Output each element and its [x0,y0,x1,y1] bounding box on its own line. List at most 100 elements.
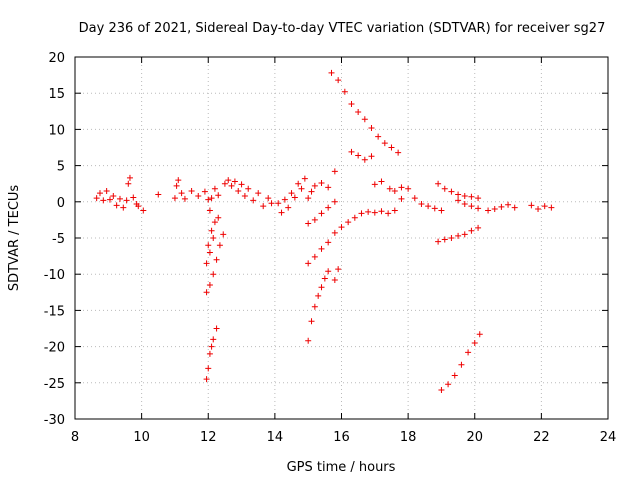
x-tick-label: 12 [200,430,217,445]
data-point [388,144,395,151]
y-tick-label: 5 [57,160,65,175]
y-tick-label: -25 [44,377,65,392]
data-point [206,282,213,289]
data-point [295,180,302,187]
data-point [178,190,185,197]
data-point [345,219,352,226]
data-point [378,208,385,215]
data-point [448,235,455,241]
data-point [275,200,282,207]
data-point [288,190,295,197]
data-point [205,365,212,372]
data-point [398,195,405,202]
data-point [210,235,217,241]
y-tick-label: 15 [48,87,65,102]
data-point [208,195,215,202]
data-point [325,204,332,211]
data-point [321,275,328,282]
data-point [208,343,215,350]
data-point [355,109,362,116]
data-point [355,152,362,159]
data-point [268,200,275,207]
y-tick-label: -30 [44,413,65,428]
data-point [298,185,305,192]
data-point [331,168,338,175]
data-point [461,231,468,238]
series-arc-f [221,177,275,210]
data-point [318,284,325,291]
data-points [93,69,555,394]
data-point [315,292,322,299]
data-point [171,195,178,202]
series-arc-c [203,214,222,267]
data-point [328,69,335,76]
series-arc-i [348,148,375,163]
data-point [475,224,482,231]
data-point [338,224,345,231]
data-point [318,179,325,186]
series-arc-e [203,325,220,383]
data-point [308,318,315,325]
data-point [461,193,468,200]
data-point [451,372,458,379]
data-point [305,195,312,202]
data-point [120,204,127,211]
data-point [348,148,355,155]
data-point [311,182,318,189]
data-point [308,188,315,195]
chart-title: Day 236 of 2021, Sidereal Day-to-day VTE… [79,21,606,36]
data-point [206,350,213,357]
data-point [468,227,475,234]
x-tick-label: 16 [333,430,350,445]
series-arc-l [305,198,338,227]
y-axis-label: SDTVAR / TECUs [7,185,22,292]
data-point [205,242,212,249]
x-tick-label: 14 [267,430,284,445]
data-point [418,200,425,207]
data-point [318,245,325,252]
data-point [341,88,348,95]
data-point [213,325,220,332]
data-point [325,268,332,275]
data-point [175,177,182,184]
data-point [208,227,215,234]
data-point [365,208,372,215]
series-arc-k [305,266,342,344]
data-point [318,210,325,217]
series-arc-s [438,331,483,394]
data-point [113,202,120,209]
data-point [548,204,555,211]
data-point [458,361,465,368]
data-point [511,204,518,211]
data-point [181,195,188,202]
data-point [245,185,252,192]
x-tick-label: 20 [466,430,483,445]
data-point [371,209,378,216]
data-point [311,216,318,223]
data-point [485,207,492,214]
data-point [461,200,468,207]
data-point [476,331,483,338]
series-arc-u [528,202,555,213]
data-point [505,201,512,208]
data-point [211,185,218,192]
data-point [348,101,355,108]
series-arc-a [93,174,147,214]
axis-ticks: 8 10 12 14 16 18 20 22 24 -30 -25 -20 -15 -10 -5 0 5 10 15… [44,51,617,445]
data-point [201,188,208,195]
data-point [455,197,462,204]
data-point [358,210,365,217]
x-tick-label: 22 [533,430,550,445]
data-point [93,195,100,202]
data-point [231,178,238,185]
y-tick-label: 0 [57,196,65,211]
x-axis-label: GPS time / hours [287,460,396,475]
data-point [325,239,332,246]
data-point [305,220,312,227]
data-point [498,203,505,210]
data-point [301,175,308,182]
data-point [96,190,103,197]
data-point [125,180,132,187]
data-point [235,187,242,194]
data-point [116,195,123,202]
